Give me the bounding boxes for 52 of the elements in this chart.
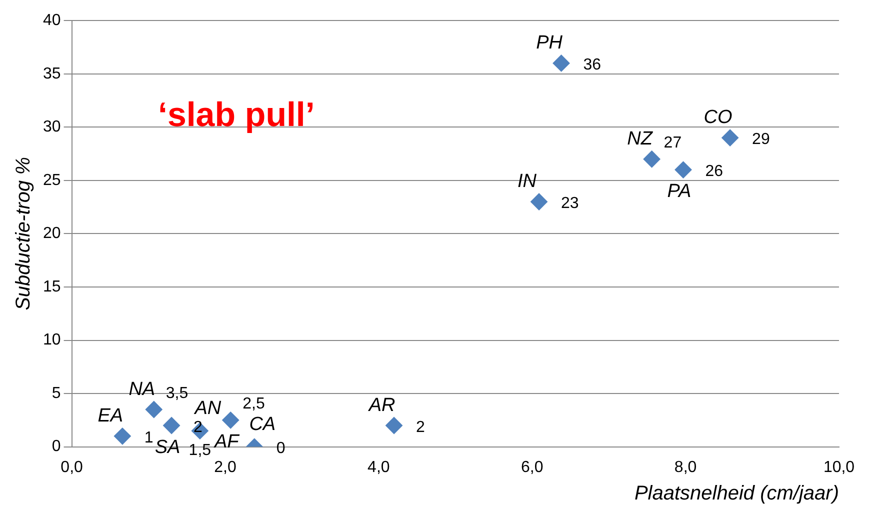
data-label: 29 — [752, 131, 770, 148]
annotation: AN — [194, 398, 222, 420]
point — [643, 150, 660, 168]
annotation: ‘slab pull’ — [158, 96, 315, 135]
y-tick-label: 0 — [52, 438, 61, 456]
data-label: 36 — [583, 56, 602, 74]
annotation: IN — [518, 171, 537, 192]
annotation: AF — [213, 431, 240, 452]
annotation: NA — [128, 378, 156, 400]
y-tick-label: 5 — [52, 384, 61, 402]
point — [163, 416, 180, 434]
data-label: 0 — [276, 440, 286, 458]
x-tick-label: 0,0 — [60, 458, 84, 476]
data-label: 1 — [144, 430, 154, 447]
x-axis-title: Plaatsnelheid (cm/jaar) — [634, 482, 839, 505]
point — [530, 193, 548, 210]
annotation: PA — [667, 181, 692, 202]
y-tick-label: 15 — [43, 278, 61, 296]
y-tick-label: 20 — [43, 225, 61, 242]
data-label: 1,5 — [188, 442, 212, 460]
data-label: 2,5 — [242, 396, 265, 413]
data-label: 26 — [705, 163, 724, 180]
data-label: 27 — [664, 134, 682, 152]
point — [386, 416, 403, 434]
annotation: PH — [536, 32, 563, 54]
point — [674, 161, 692, 178]
data-label: 3,5 — [166, 384, 188, 402]
x-tick-label: 10,0 — [823, 458, 855, 476]
annotation: CA — [249, 414, 276, 436]
data-label: 23 — [561, 195, 579, 212]
point — [552, 54, 570, 72]
annotation: CO — [704, 107, 733, 128]
annotation: AR — [368, 394, 396, 416]
point — [114, 428, 131, 445]
point — [722, 129, 739, 146]
data-label: 2 — [194, 418, 203, 436]
y-tick-label: 40 — [43, 12, 61, 30]
point — [222, 412, 240, 429]
annotation: EA — [98, 405, 124, 426]
data-label: 2 — [416, 418, 426, 436]
annotation: SA — [154, 436, 180, 458]
y-tick-label: 10 — [43, 332, 61, 349]
x-tick-label: 6,0 — [520, 458, 544, 476]
y-tick-label: 25 — [43, 172, 61, 189]
annotation: NZ — [627, 128, 654, 150]
y-tick-label: 35 — [43, 65, 61, 82]
x-tick-label: 8,0 — [674, 458, 697, 476]
x-tick-label: 4,0 — [368, 458, 390, 476]
y-tick-label: 30 — [43, 118, 61, 136]
y-axis-title: Subductie-trog % — [12, 156, 35, 310]
x-tick-label: 2,0 — [214, 458, 236, 476]
point — [145, 401, 162, 418]
